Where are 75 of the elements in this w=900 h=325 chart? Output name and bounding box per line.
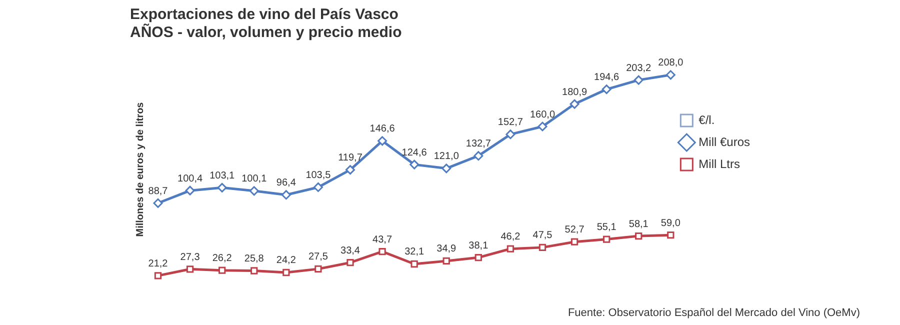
point <box>666 70 676 80</box>
data-label: 33,4 <box>340 245 360 256</box>
data-label: 119,7 <box>338 152 363 164</box>
point <box>250 267 258 274</box>
point <box>442 257 450 265</box>
data-label: 52,7 <box>564 224 585 236</box>
point <box>410 260 418 268</box>
point <box>570 99 580 109</box>
point <box>635 232 642 240</box>
point <box>378 248 386 256</box>
point <box>185 186 195 196</box>
data-label: 132,7 <box>466 138 492 150</box>
legend-label: Mill €uros <box>698 134 750 149</box>
point <box>345 165 355 175</box>
data-label: 160,0 <box>530 109 556 120</box>
chart-title: Exportaciones de vino del País Vasco <box>130 6 398 24</box>
data-label: 58,1 <box>628 218 649 230</box>
data-label: 100,1 <box>242 174 268 185</box>
data-label: 103,1 <box>210 170 236 182</box>
data-label: 208,0 <box>658 58 684 69</box>
chart-subtitle: AÑOS - valor, volumen y precio medio <box>130 23 402 42</box>
point <box>442 164 452 174</box>
point <box>186 266 194 273</box>
data-label: 203,2 <box>626 62 652 74</box>
point <box>506 245 514 252</box>
point <box>474 254 482 262</box>
data-label: 46,2 <box>500 232 521 243</box>
legend-label: €/l. <box>698 112 715 127</box>
point <box>249 186 259 196</box>
source-note: Fuente: Observatorio Español del Mercado del Vino (OeMv) <box>568 307 860 319</box>
point <box>538 244 546 252</box>
point <box>634 75 644 85</box>
point <box>410 160 420 170</box>
data-label: 100,4 <box>178 173 203 184</box>
point <box>602 84 612 94</box>
point <box>506 130 516 140</box>
data-label: 180,9 <box>562 86 588 98</box>
data-label: 47,5 <box>532 230 553 242</box>
data-label: 34,9 <box>436 244 457 255</box>
data-label: 38,1 <box>468 240 489 252</box>
point <box>218 266 226 274</box>
data-label: 24,2 <box>276 255 296 266</box>
data-label: 59,0 <box>660 218 681 229</box>
data-label: 26,2 <box>212 253 232 264</box>
point <box>570 238 578 246</box>
data-label: 152,7 <box>498 117 524 128</box>
point <box>217 182 227 192</box>
point <box>281 190 291 200</box>
data-label: 27,5 <box>308 252 328 263</box>
point <box>538 122 548 132</box>
data-label: 25,8 <box>244 254 264 265</box>
data-label: 121,0 <box>434 151 460 162</box>
data-label: 43,7 <box>372 234 392 246</box>
data-label: 146,6 <box>370 124 396 135</box>
point <box>602 236 610 243</box>
point <box>314 265 322 273</box>
data-label: 124,6 <box>402 147 428 158</box>
data-label: 103,5 <box>306 170 332 181</box>
point <box>346 259 354 266</box>
point <box>154 272 162 280</box>
point <box>474 151 484 161</box>
point <box>667 231 674 239</box>
point <box>378 136 388 146</box>
point <box>282 268 290 276</box>
legend-label: Mill Ltrs <box>698 156 740 171</box>
point <box>313 182 323 192</box>
data-label: 88,7 <box>148 186 168 197</box>
data-label: 96,4 <box>276 178 296 189</box>
data-label: 55,1 <box>596 222 617 234</box>
y-axis-title: Millones de euros y de litros <box>134 102 146 237</box>
data-label: 194,6 <box>594 72 620 84</box>
data-label: 21,2 <box>148 258 168 270</box>
data-label: 27,3 <box>180 252 200 263</box>
data-label: 32,1 <box>404 246 424 258</box>
point <box>153 198 163 208</box>
